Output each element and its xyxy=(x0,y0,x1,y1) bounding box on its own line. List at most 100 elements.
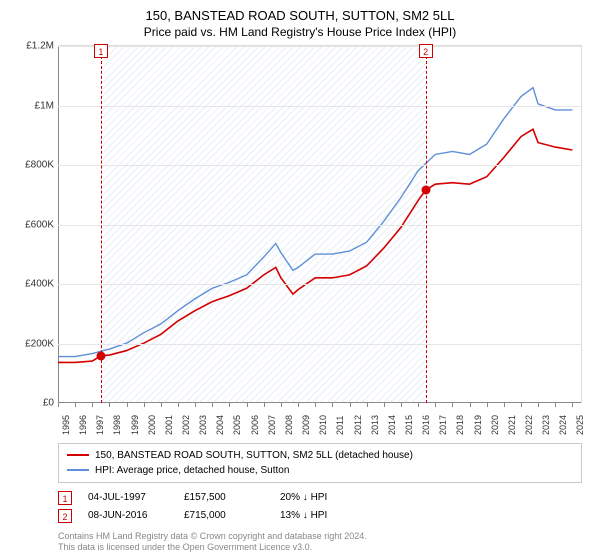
y-axis-tick-label: £0 xyxy=(10,398,54,409)
plot-area: £0£200K£400K£600K£800K£1M£1.2M1995199619… xyxy=(58,45,582,403)
y-axis-tick-label: £1M xyxy=(10,100,54,111)
footer-line-1: Contains HM Land Registry data © Crown c… xyxy=(58,531,590,543)
x-axis-tick xyxy=(75,403,76,407)
x-axis-tick-label: 2025 xyxy=(575,415,585,435)
marker-table: 1 04-JUL-1997 £157,500 20% ↓ HPI 2 08-JUN-201… xyxy=(58,489,582,525)
x-axis-tick xyxy=(195,403,196,407)
x-axis-tick-label: 2015 xyxy=(404,415,414,435)
x-axis-tick-label: 2002 xyxy=(181,415,191,435)
x-axis-tick-label: 1999 xyxy=(130,415,140,435)
x-axis-tick-label: 2010 xyxy=(318,415,328,435)
legend-box: 150, BANSTEAD ROAD SOUTH, SUTTON, SM2 5L… xyxy=(58,443,582,483)
x-axis-tick-label: 2014 xyxy=(387,415,397,435)
y-axis-tick-label: £600K xyxy=(10,219,54,230)
x-axis-tick xyxy=(281,403,282,407)
chart-title: 150, BANSTEAD ROAD SOUTH, SUTTON, SM2 5L… xyxy=(10,8,590,23)
x-axis-tick-label: 2007 xyxy=(267,415,277,435)
legend-row: 150, BANSTEAD ROAD SOUTH, SUTTON, SM2 5L… xyxy=(67,448,573,463)
x-axis-tick-label: 2004 xyxy=(215,415,225,435)
x-axis-tick-label: 2012 xyxy=(353,415,363,435)
y-axis-tick-label: £200K xyxy=(10,338,54,349)
y-axis-tick-label: £400K xyxy=(10,279,54,290)
x-axis-tick-label: 2018 xyxy=(455,415,465,435)
x-axis-tick xyxy=(418,403,419,407)
footer-line-2: This data is licensed under the Open Gov… xyxy=(58,542,590,554)
x-axis-tick-label: 2022 xyxy=(524,415,534,435)
x-axis-tick-label: 2016 xyxy=(421,415,431,435)
x-axis-tick-label: 2020 xyxy=(490,415,500,435)
y-gridline xyxy=(58,284,581,285)
marker-table-badge: 1 xyxy=(58,491,72,505)
x-axis-tick xyxy=(452,403,453,407)
x-axis-tick xyxy=(487,403,488,407)
x-axis-tick-label: 2005 xyxy=(232,415,242,435)
y-axis-tick-label: £800K xyxy=(10,160,54,171)
marker-badge: 2 xyxy=(419,44,433,58)
x-axis-tick-label: 2024 xyxy=(558,415,568,435)
x-axis-tick xyxy=(384,403,385,407)
x-axis-tick xyxy=(161,403,162,407)
series-line-hpi xyxy=(58,88,572,357)
marker-diff: 13% ↓ HPI xyxy=(280,507,360,525)
x-axis-tick-label: 2023 xyxy=(541,415,551,435)
x-axis-tick-label: 1997 xyxy=(95,415,105,435)
x-axis-tick-label: 2017 xyxy=(438,415,448,435)
marker-table-badge: 2 xyxy=(58,509,72,523)
legend-label: 150, BANSTEAD ROAD SOUTH, SUTTON, SM2 5L… xyxy=(95,448,413,463)
x-axis-tick xyxy=(435,403,436,407)
marker-table-row: 2 08-JUN-2016 £715,000 13% ↓ HPI xyxy=(58,507,582,525)
marker-price: £715,000 xyxy=(184,507,264,525)
footer-attribution: Contains HM Land Registry data © Crown c… xyxy=(58,531,590,554)
marker-data-point xyxy=(421,185,430,194)
x-axis-tick-label: 2013 xyxy=(370,415,380,435)
x-axis-tick-label: 2006 xyxy=(250,415,260,435)
marker-data-point xyxy=(96,351,105,360)
x-axis-tick-label: 2019 xyxy=(473,415,483,435)
legend-swatch xyxy=(67,454,89,456)
x-axis-tick xyxy=(521,403,522,407)
x-axis-tick xyxy=(572,403,573,407)
x-axis-tick xyxy=(367,403,368,407)
x-axis-tick xyxy=(247,403,248,407)
x-axis-tick xyxy=(178,403,179,407)
x-axis-tick xyxy=(92,403,93,407)
x-axis-tick xyxy=(58,403,59,407)
x-axis-tick xyxy=(401,403,402,407)
legend-row: HPI: Average price, detached house, Sutt… xyxy=(67,463,573,478)
legend-swatch xyxy=(67,469,89,471)
y-gridline xyxy=(58,106,581,107)
x-axis-tick xyxy=(555,403,556,407)
x-axis-tick xyxy=(315,403,316,407)
x-axis-tick-label: 2001 xyxy=(164,415,174,435)
marker-vline xyxy=(426,46,427,403)
legend-label: HPI: Average price, detached house, Sutt… xyxy=(95,463,289,478)
x-axis-tick-label: 1995 xyxy=(61,415,71,435)
x-axis-tick-label: 2011 xyxy=(335,415,345,434)
marker-date: 08-JUN-2016 xyxy=(88,507,168,525)
marker-date: 04-JUL-1997 xyxy=(88,489,168,507)
x-axis-tick xyxy=(144,403,145,407)
x-axis-tick-label: 1998 xyxy=(112,415,122,435)
x-axis-tick xyxy=(127,403,128,407)
y-gridline xyxy=(58,344,581,345)
x-axis-tick xyxy=(332,403,333,407)
chart-container: 150, BANSTEAD ROAD SOUTH, SUTTON, SM2 5L… xyxy=(0,0,600,560)
title-block: 150, BANSTEAD ROAD SOUTH, SUTTON, SM2 5L… xyxy=(10,8,590,39)
x-axis-tick xyxy=(109,403,110,407)
x-axis-tick xyxy=(470,403,471,407)
marker-table-row: 1 04-JUL-1997 £157,500 20% ↓ HPI xyxy=(58,489,582,507)
marker-price: £157,500 xyxy=(184,489,264,507)
x-axis-tick-label: 2008 xyxy=(284,415,294,435)
x-axis-tick-label: 1996 xyxy=(78,415,88,435)
x-axis-tick xyxy=(538,403,539,407)
y-axis-tick-label: £1.2M xyxy=(10,41,54,52)
x-axis-tick xyxy=(350,403,351,407)
plot-area-wrap: £0£200K£400K£600K£800K£1M£1.2M1995199619… xyxy=(10,45,590,439)
marker-diff: 20% ↓ HPI xyxy=(280,489,360,507)
y-gridline xyxy=(58,46,581,47)
x-axis-tick xyxy=(229,403,230,407)
chart-subtitle: Price paid vs. HM Land Registry's House … xyxy=(10,25,590,39)
x-axis-tick xyxy=(504,403,505,407)
y-gridline xyxy=(58,225,581,226)
x-axis-tick xyxy=(264,403,265,407)
